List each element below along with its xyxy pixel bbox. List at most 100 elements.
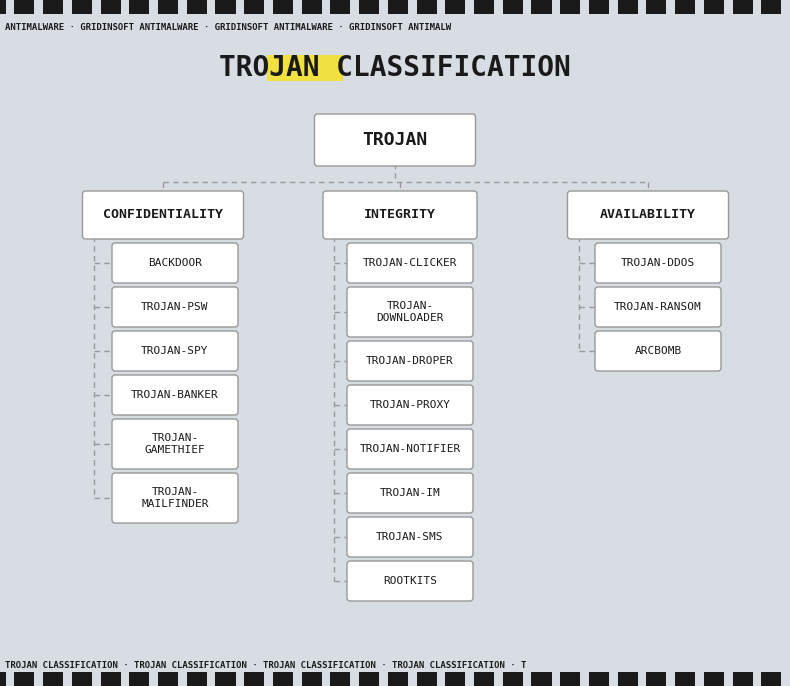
Text: TROJAN CLASSIFICATION: TROJAN CLASSIFICATION xyxy=(219,54,571,82)
FancyBboxPatch shape xyxy=(347,243,473,283)
Polygon shape xyxy=(732,0,753,14)
Text: TROJAN-RANSOM: TROJAN-RANSOM xyxy=(614,302,702,312)
FancyBboxPatch shape xyxy=(347,341,473,381)
Polygon shape xyxy=(330,0,351,14)
Polygon shape xyxy=(502,672,523,686)
Polygon shape xyxy=(0,0,6,14)
Polygon shape xyxy=(130,672,149,686)
Polygon shape xyxy=(675,672,695,686)
Text: TROJAN: TROJAN xyxy=(363,131,427,149)
Text: TROJAN-SMS: TROJAN-SMS xyxy=(376,532,444,542)
Polygon shape xyxy=(216,672,235,686)
FancyBboxPatch shape xyxy=(347,517,473,557)
Polygon shape xyxy=(446,672,465,686)
Polygon shape xyxy=(474,0,494,14)
Polygon shape xyxy=(532,0,551,14)
Polygon shape xyxy=(14,0,35,14)
Polygon shape xyxy=(158,672,178,686)
FancyBboxPatch shape xyxy=(112,419,238,469)
Text: TROJAN-
GAMETHIEF: TROJAN- GAMETHIEF xyxy=(145,433,205,455)
FancyBboxPatch shape xyxy=(82,191,243,239)
Polygon shape xyxy=(502,0,523,14)
Polygon shape xyxy=(100,0,121,14)
Polygon shape xyxy=(416,672,437,686)
Text: TROJAN-PSW: TROJAN-PSW xyxy=(141,302,209,312)
Polygon shape xyxy=(675,0,695,14)
FancyBboxPatch shape xyxy=(112,375,238,415)
Polygon shape xyxy=(474,672,494,686)
Polygon shape xyxy=(532,672,551,686)
Polygon shape xyxy=(646,672,667,686)
Polygon shape xyxy=(359,0,379,14)
Polygon shape xyxy=(302,672,322,686)
Polygon shape xyxy=(589,672,609,686)
Text: CONFIDENTIALITY: CONFIDENTIALITY xyxy=(103,209,223,222)
Text: TROJAN-DDOS: TROJAN-DDOS xyxy=(621,258,695,268)
Text: TROJAN-CLICKER: TROJAN-CLICKER xyxy=(363,258,457,268)
Text: TROJAN-
DOWNLOADER: TROJAN- DOWNLOADER xyxy=(376,301,444,323)
FancyBboxPatch shape xyxy=(314,114,476,166)
Polygon shape xyxy=(244,672,265,686)
Polygon shape xyxy=(388,0,408,14)
FancyBboxPatch shape xyxy=(567,191,728,239)
Polygon shape xyxy=(618,0,638,14)
Polygon shape xyxy=(0,672,6,686)
FancyBboxPatch shape xyxy=(112,243,238,283)
Polygon shape xyxy=(560,0,581,14)
FancyBboxPatch shape xyxy=(347,561,473,601)
Polygon shape xyxy=(43,0,63,14)
Polygon shape xyxy=(158,0,178,14)
Polygon shape xyxy=(589,0,609,14)
Text: ANTIMALWARE · GRIDINSOFT ANTIMALWARE · GRIDINSOFT ANTIMALWARE · GRIDINSOFT ANTIM: ANTIMALWARE · GRIDINSOFT ANTIMALWARE · G… xyxy=(5,23,451,32)
Text: ROOTKITS: ROOTKITS xyxy=(383,576,437,586)
Polygon shape xyxy=(762,0,781,14)
Text: TROJAN-BANKER: TROJAN-BANKER xyxy=(131,390,219,400)
Polygon shape xyxy=(273,0,293,14)
Text: BACKDOOR: BACKDOOR xyxy=(148,258,202,268)
Polygon shape xyxy=(216,0,235,14)
Polygon shape xyxy=(446,0,465,14)
FancyBboxPatch shape xyxy=(595,243,721,283)
Polygon shape xyxy=(416,0,437,14)
Polygon shape xyxy=(704,672,724,686)
Polygon shape xyxy=(359,672,379,686)
Text: ARCBOMB: ARCBOMB xyxy=(634,346,682,356)
Polygon shape xyxy=(704,0,724,14)
Polygon shape xyxy=(330,672,351,686)
Text: TROJAN-SPY: TROJAN-SPY xyxy=(141,346,209,356)
Text: TROJAN-NOTIFIER: TROJAN-NOTIFIER xyxy=(359,444,461,454)
Text: TROJAN CLASSIFICATION · TROJAN CLASSIFICATION · TROJAN CLASSIFICATION · TROJAN C: TROJAN CLASSIFICATION · TROJAN CLASSIFIC… xyxy=(5,661,526,670)
Polygon shape xyxy=(646,0,667,14)
Polygon shape xyxy=(732,672,753,686)
Polygon shape xyxy=(186,672,207,686)
FancyBboxPatch shape xyxy=(112,287,238,327)
Polygon shape xyxy=(100,672,121,686)
Polygon shape xyxy=(244,0,265,14)
Polygon shape xyxy=(762,672,781,686)
Polygon shape xyxy=(618,672,638,686)
FancyBboxPatch shape xyxy=(267,55,343,81)
FancyBboxPatch shape xyxy=(112,331,238,371)
Text: TROJAN-DROPER: TROJAN-DROPER xyxy=(366,356,454,366)
Text: INTEGRITY: INTEGRITY xyxy=(364,209,436,222)
FancyBboxPatch shape xyxy=(595,331,721,371)
Polygon shape xyxy=(72,0,92,14)
FancyBboxPatch shape xyxy=(347,287,473,337)
Polygon shape xyxy=(72,672,92,686)
Text: TROJAN-
MAILFINDER: TROJAN- MAILFINDER xyxy=(141,487,209,509)
Polygon shape xyxy=(186,0,207,14)
Text: TROJAN-IM: TROJAN-IM xyxy=(380,488,440,498)
Polygon shape xyxy=(388,672,408,686)
Polygon shape xyxy=(302,0,322,14)
Polygon shape xyxy=(14,672,35,686)
FancyBboxPatch shape xyxy=(595,287,721,327)
FancyBboxPatch shape xyxy=(347,473,473,513)
FancyBboxPatch shape xyxy=(347,385,473,425)
Text: AVAILABILITY: AVAILABILITY xyxy=(600,209,696,222)
FancyBboxPatch shape xyxy=(323,191,477,239)
Polygon shape xyxy=(130,0,149,14)
Text: TROJAN-PROXY: TROJAN-PROXY xyxy=(370,400,450,410)
Polygon shape xyxy=(560,672,581,686)
FancyBboxPatch shape xyxy=(347,429,473,469)
Polygon shape xyxy=(273,672,293,686)
